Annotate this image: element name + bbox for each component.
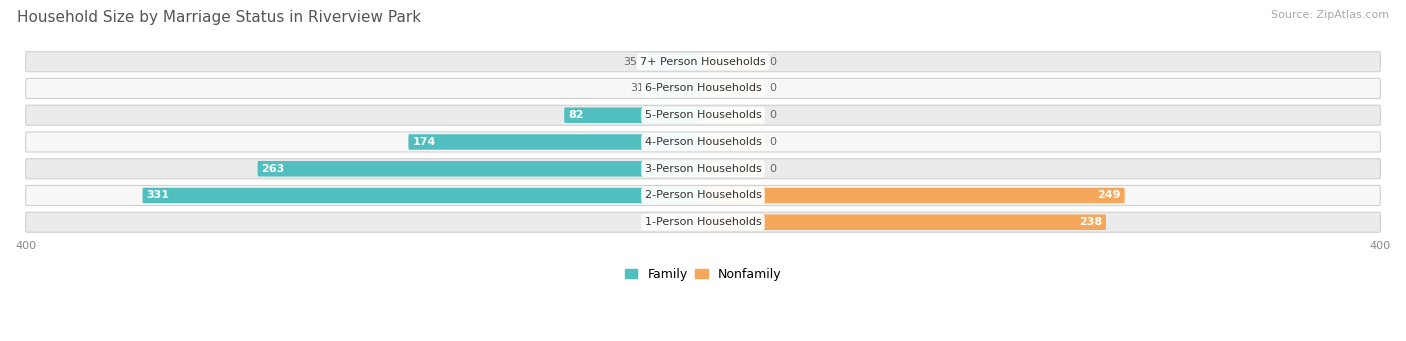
Text: 174: 174 — [412, 137, 436, 147]
Text: 0: 0 — [769, 57, 776, 67]
FancyBboxPatch shape — [703, 161, 762, 177]
Text: 1-Person Households: 1-Person Households — [644, 217, 762, 227]
FancyBboxPatch shape — [25, 105, 1381, 125]
Text: 82: 82 — [568, 110, 583, 120]
FancyBboxPatch shape — [25, 159, 1381, 179]
Text: 31: 31 — [630, 84, 644, 93]
Text: 6-Person Households: 6-Person Households — [644, 84, 762, 93]
FancyBboxPatch shape — [25, 52, 1381, 72]
FancyBboxPatch shape — [25, 132, 1381, 152]
Text: 7+ Person Households: 7+ Person Households — [640, 57, 766, 67]
FancyBboxPatch shape — [408, 134, 703, 150]
FancyBboxPatch shape — [651, 81, 703, 96]
Text: Household Size by Marriage Status in Riverview Park: Household Size by Marriage Status in Riv… — [17, 10, 420, 25]
FancyBboxPatch shape — [25, 186, 1381, 206]
Text: 238: 238 — [1078, 217, 1102, 227]
Text: 0: 0 — [769, 164, 776, 174]
FancyBboxPatch shape — [703, 214, 1107, 230]
Text: 2-Person Households: 2-Person Households — [644, 191, 762, 201]
FancyBboxPatch shape — [25, 78, 1381, 99]
FancyBboxPatch shape — [703, 134, 762, 150]
FancyBboxPatch shape — [257, 161, 703, 177]
Text: 5-Person Households: 5-Person Households — [644, 110, 762, 120]
Text: 249: 249 — [1097, 191, 1121, 201]
Text: 3-Person Households: 3-Person Households — [644, 164, 762, 174]
Legend: Family, Nonfamily: Family, Nonfamily — [620, 263, 786, 286]
Text: 263: 263 — [262, 164, 284, 174]
FancyBboxPatch shape — [703, 81, 762, 96]
FancyBboxPatch shape — [703, 54, 762, 70]
FancyBboxPatch shape — [703, 107, 762, 123]
FancyBboxPatch shape — [25, 212, 1381, 232]
Text: 4-Person Households: 4-Person Households — [644, 137, 762, 147]
FancyBboxPatch shape — [564, 107, 703, 123]
Text: 0: 0 — [769, 110, 776, 120]
Text: 35: 35 — [623, 57, 637, 67]
FancyBboxPatch shape — [142, 188, 703, 203]
Text: Source: ZipAtlas.com: Source: ZipAtlas.com — [1271, 10, 1389, 20]
Text: 0: 0 — [769, 137, 776, 147]
FancyBboxPatch shape — [644, 54, 703, 70]
FancyBboxPatch shape — [703, 188, 1125, 203]
Text: 331: 331 — [146, 191, 169, 201]
Text: 0: 0 — [769, 84, 776, 93]
